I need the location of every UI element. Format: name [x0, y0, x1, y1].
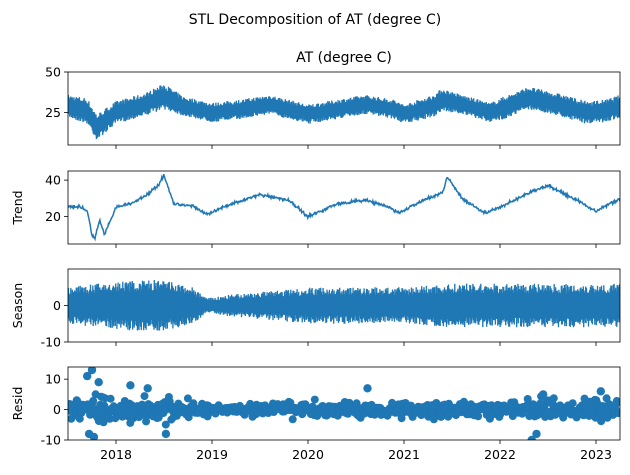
resid-point	[615, 408, 620, 417]
axes-frame	[67, 366, 621, 441]
y-tick-label: 20	[45, 209, 61, 224]
resid-point	[474, 412, 483, 421]
resid-point	[184, 413, 193, 422]
resid-outlier-point	[596, 387, 605, 396]
resid-point	[549, 394, 558, 403]
figure-suptitle: STL Decomposition of AT (degree C)	[189, 12, 442, 28]
panel-3: -10 0 Season	[10, 268, 621, 350]
plot-area	[68, 279, 620, 331]
y-axis-label: Season	[10, 283, 25, 328]
y-tick-label: -10	[41, 433, 61, 448]
resid-point	[388, 398, 397, 407]
resid-outlier-point	[89, 432, 99, 440]
resid-point	[106, 394, 115, 403]
panel-2: 20 40 Trend	[10, 170, 621, 248]
panels: 25 50 20 40 Trend -10 0 Season -10 0 10 2018 2019 202…	[10, 65, 621, 462]
plot-area	[68, 85, 620, 140]
series-line	[68, 279, 620, 331]
y-tick-label: 0	[53, 298, 61, 313]
resid-outlier-point	[539, 390, 548, 399]
resid-point	[310, 395, 319, 404]
resid-outlier-point	[363, 384, 372, 393]
resid-point	[288, 415, 297, 424]
resid-outlier-point	[161, 429, 171, 439]
y-tick-label: 0	[53, 402, 61, 417]
x-tick-label: 2021	[388, 447, 420, 462]
series-line	[68, 85, 620, 140]
panel-title: AT (degree C)	[296, 50, 392, 66]
resid-point	[616, 397, 620, 406]
x-tick-label: 2018	[100, 447, 132, 462]
resid-outlier-point	[143, 384, 152, 393]
y-tick-label: -10	[41, 335, 61, 350]
y-tick-label: 40	[45, 173, 61, 188]
y-tick-label: 10	[45, 372, 61, 387]
resid-outlier-point	[87, 367, 97, 375]
resid-point	[397, 414, 406, 423]
plot-area	[68, 367, 620, 440]
resid-point	[161, 420, 170, 429]
x-tick-label: 2020	[292, 447, 324, 462]
resid-outlier-point	[532, 429, 541, 439]
y-axis-label: Trend	[10, 190, 25, 225]
y-tick-label: 25	[45, 105, 61, 120]
panel-4: -10 0 10 2018 2019 2020 2021 2022 2023 Resid	[10, 366, 621, 462]
y-tick-label: 50	[45, 65, 61, 80]
x-tick-label: 2023	[580, 447, 612, 462]
resid-point	[89, 396, 98, 405]
resid-outlier-point	[94, 378, 103, 387]
y-axis-label: Resid	[10, 387, 25, 421]
resid-point	[140, 392, 149, 401]
resid-point	[183, 394, 192, 403]
resid-point	[559, 413, 568, 422]
x-tick-label: 2019	[196, 447, 228, 462]
plot-area	[68, 173, 620, 242]
resid-point	[568, 399, 577, 408]
series-line	[68, 173, 620, 242]
x-tick-label: 2022	[484, 447, 516, 462]
axes-frame	[67, 71, 621, 146]
resid-outlier-point	[126, 381, 135, 390]
panel-1: 25 50	[45, 65, 621, 149]
axes-frame	[67, 170, 621, 245]
resid-outlier-point	[83, 371, 92, 381]
